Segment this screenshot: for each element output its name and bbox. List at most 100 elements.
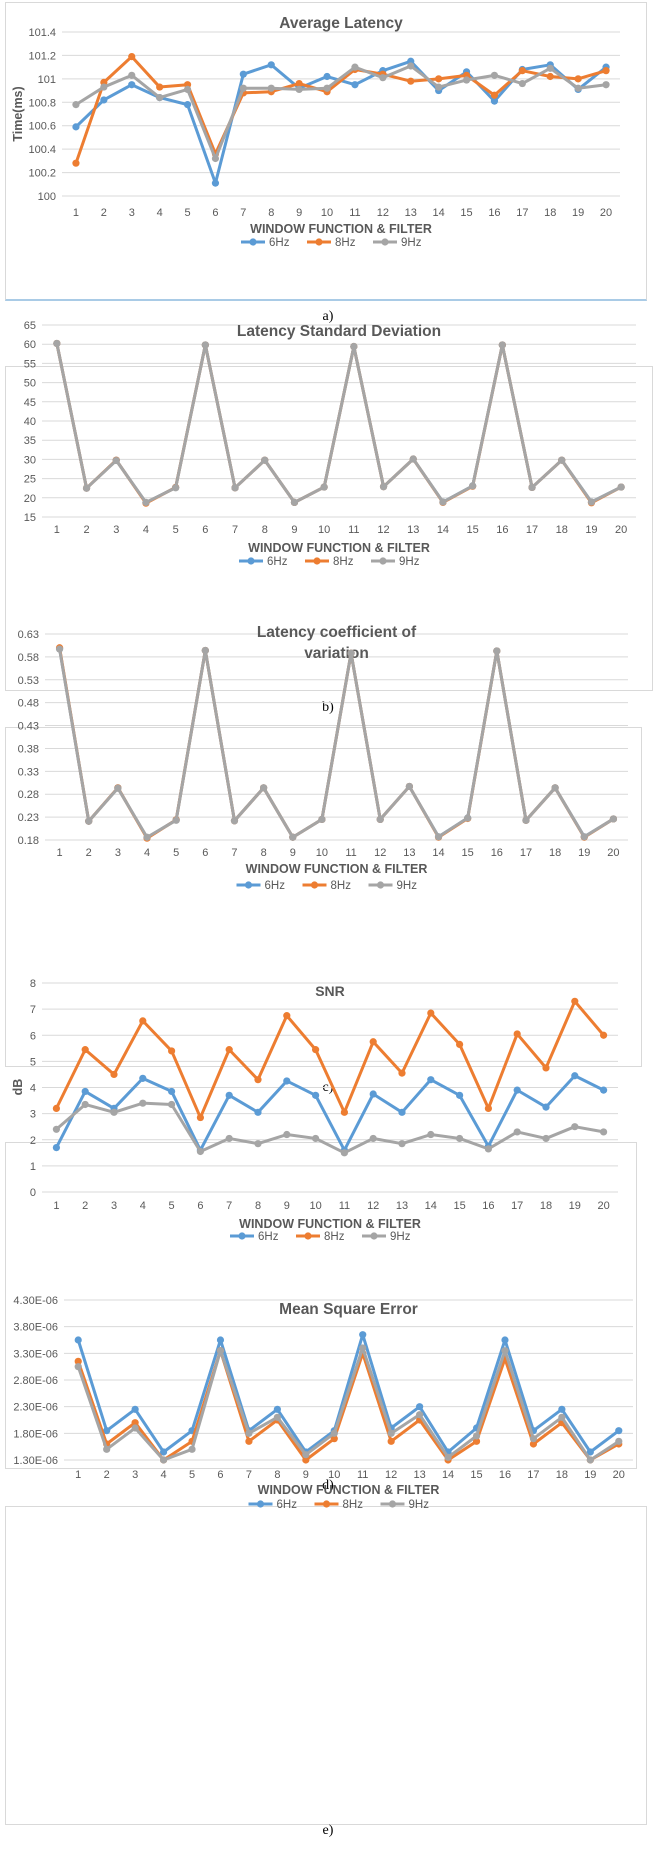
- data-point: [464, 814, 472, 822]
- data-point: [289, 833, 297, 841]
- data-point: [128, 71, 136, 79]
- y-tick-label: 6: [30, 1030, 36, 1042]
- x-tick-label: 4: [143, 524, 149, 536]
- x-tick-label: 15: [467, 524, 479, 536]
- y-tick-label: 101.2: [28, 50, 56, 62]
- legend-swatch-marker: [310, 881, 319, 889]
- data-point: [131, 1424, 139, 1432]
- data-point: [196, 1147, 204, 1156]
- x-tick-label: 5: [184, 207, 190, 219]
- y-tick-label: 0.28: [18, 789, 39, 801]
- legend-swatch-marker: [304, 1232, 312, 1240]
- x-tick-label: 8: [255, 1200, 261, 1212]
- legend-swatch-marker: [388, 1500, 397, 1508]
- x-tick-label: 6: [202, 847, 208, 859]
- data-point: [615, 1427, 623, 1435]
- data-point: [245, 1437, 253, 1445]
- x-tick-label: 3: [132, 1469, 138, 1481]
- legend-label: 6Hz: [277, 1499, 298, 1511]
- data-point: [501, 1347, 509, 1355]
- caption-d: d): [322, 1478, 334, 1493]
- data-point: [558, 1413, 566, 1421]
- y-tick-label: 1.80E-06: [13, 1428, 58, 1440]
- data-point: [416, 1403, 424, 1411]
- data-point: [267, 61, 275, 69]
- x-tick-label: 17: [527, 1469, 539, 1481]
- y-tick-label: 65: [24, 320, 36, 332]
- data-point: [558, 1405, 566, 1413]
- data-point: [435, 75, 443, 83]
- x-axis-label: WINDOW FUNCTION & FILTER: [250, 222, 432, 236]
- y-tick-label: 55: [24, 358, 36, 370]
- data-point: [472, 1432, 481, 1440]
- y-tick-label: 30: [24, 454, 36, 466]
- data-point: [369, 1038, 377, 1046]
- x-tick-label: 13: [396, 1200, 408, 1212]
- data-point: [369, 1134, 377, 1143]
- y-axis-label: Time(ms): [11, 86, 25, 141]
- x-tick-label: 3: [113, 524, 119, 536]
- data-point: [172, 484, 180, 492]
- data-point: [586, 1448, 594, 1456]
- y-tick-label: 2.80E-06: [13, 1375, 58, 1387]
- data-point: [128, 81, 136, 89]
- data-point: [490, 97, 499, 105]
- data-point: [602, 67, 610, 75]
- data-point: [131, 1419, 139, 1427]
- x-tick-label: 7: [240, 207, 246, 219]
- x-tick-label: 1: [57, 847, 63, 859]
- x-tick-label: 18: [544, 207, 556, 219]
- data-point: [350, 342, 358, 351]
- data-point: [142, 498, 150, 507]
- data-point: [245, 1429, 253, 1437]
- y-tick-label: 100.4: [28, 144, 56, 156]
- data-point: [139, 1074, 147, 1082]
- x-tick-label: 5: [173, 524, 179, 536]
- data-point: [81, 1046, 89, 1054]
- data-point: [518, 79, 526, 88]
- x-tick-label: 19: [572, 207, 584, 219]
- x-tick-label: 20: [613, 1469, 625, 1481]
- x-tick-label: 18: [540, 1200, 552, 1212]
- y-tick-label: 45: [24, 397, 36, 409]
- data-point: [439, 498, 447, 506]
- data-point: [522, 816, 530, 824]
- chart-root: 0.18 0.23 0.28 0.33 0.38 0.43 0.48 0.53 0.58 0.63…: [18, 624, 628, 892]
- legend-swatch-marker: [370, 1232, 378, 1240]
- x-tick-label: 20: [607, 847, 619, 859]
- data-point: [74, 1363, 82, 1371]
- data-point: [427, 1130, 435, 1139]
- data-point: [211, 154, 220, 163]
- x-tick-label: 20: [600, 207, 612, 219]
- data-point: [114, 784, 122, 792]
- data-point: [211, 179, 220, 187]
- data-point: [55, 645, 64, 653]
- x-tick-label: 19: [578, 847, 590, 859]
- y-tick-label: 0.23: [18, 812, 39, 824]
- data-point: [52, 1143, 61, 1152]
- data-point: [600, 1086, 608, 1094]
- y-tick-label: 0.58: [18, 652, 39, 664]
- legend-swatch-marker: [256, 1500, 265, 1508]
- legend-label: 9Hz: [390, 1231, 411, 1243]
- data-point: [183, 101, 192, 109]
- y-tick-label: 0.63: [18, 629, 39, 641]
- chart-title: SNR: [315, 983, 345, 999]
- data-point: [239, 84, 247, 92]
- y-tick-label: 100: [38, 191, 56, 203]
- data-point: [100, 83, 108, 91]
- x-tick-label: 12: [377, 524, 389, 536]
- legend-label: 6Hz: [258, 1231, 279, 1243]
- x-tick-label: 16: [496, 524, 508, 536]
- x-tick-label: 14: [433, 207, 445, 219]
- x-tick-label: 19: [585, 524, 597, 536]
- data-point: [156, 83, 164, 91]
- y-tick-label: 2.30E-06: [13, 1402, 58, 1414]
- data-point: [586, 1456, 594, 1464]
- data-point: [501, 1336, 509, 1344]
- data-point: [435, 83, 443, 91]
- data-point: [283, 1077, 291, 1085]
- x-tick-label: 1: [73, 207, 79, 219]
